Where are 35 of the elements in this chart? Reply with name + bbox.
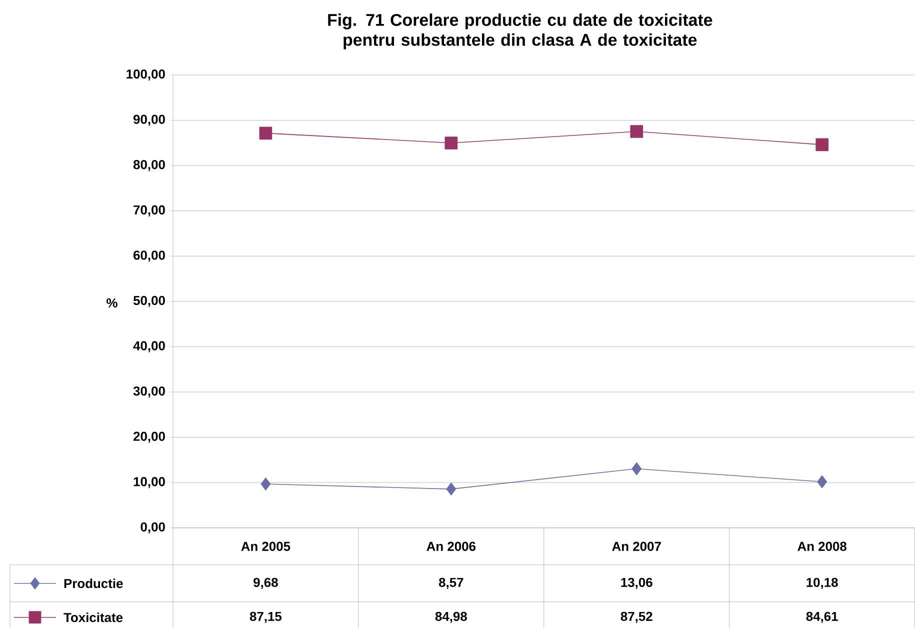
legend-label: Productie	[64, 578, 123, 588]
data-label: 87,52	[620, 612, 652, 623]
data-label: 8,57	[438, 578, 464, 589]
data-label: 13,06	[621, 578, 652, 589]
y-tick-label: 60,00	[134, 250, 165, 262]
x-tick-label: An 2008	[798, 542, 846, 552]
y-tick-label: 0,00	[140, 522, 165, 534]
data-label: 84,98	[435, 612, 467, 623]
x-tick-label: An 2005	[241, 542, 290, 552]
y-tick-label: 40,00	[133, 341, 165, 352]
y-axis-title: %	[106, 298, 118, 308]
y-tick-label: 20,00	[134, 432, 165, 443]
y-tick-label: 50,00	[133, 296, 165, 308]
point	[817, 475, 827, 488]
point	[444, 136, 458, 150]
point	[259, 126, 272, 140]
y-tick-label: 80,00	[133, 160, 165, 172]
y-tick-label: 90,00	[134, 114, 165, 126]
point	[632, 462, 642, 476]
y-tick-label: 100,00	[126, 70, 165, 81]
y-tick-label: 10,00	[134, 477, 165, 488]
point	[446, 482, 456, 496]
x-tick-label: An 2007	[612, 542, 661, 552]
chart-title: Fig. 71 Corelare productie cu date de toxicitate pentru substantele din clasa A de toxicitate	[328, 14, 712, 50]
point	[260, 478, 271, 490]
data-label: 84,61	[806, 612, 838, 623]
y-tick-label: 70,00	[134, 205, 165, 216]
x-tick-label: An 2006	[426, 542, 476, 552]
point	[630, 125, 644, 138]
data-label: 9,68	[254, 578, 278, 589]
point	[816, 138, 828, 152]
legend-label: Toxicitate	[64, 612, 123, 622]
data-label: 10,18	[806, 578, 838, 589]
y-tick-label: 30,00	[133, 386, 165, 398]
data-label: 87,15	[250, 612, 282, 623]
